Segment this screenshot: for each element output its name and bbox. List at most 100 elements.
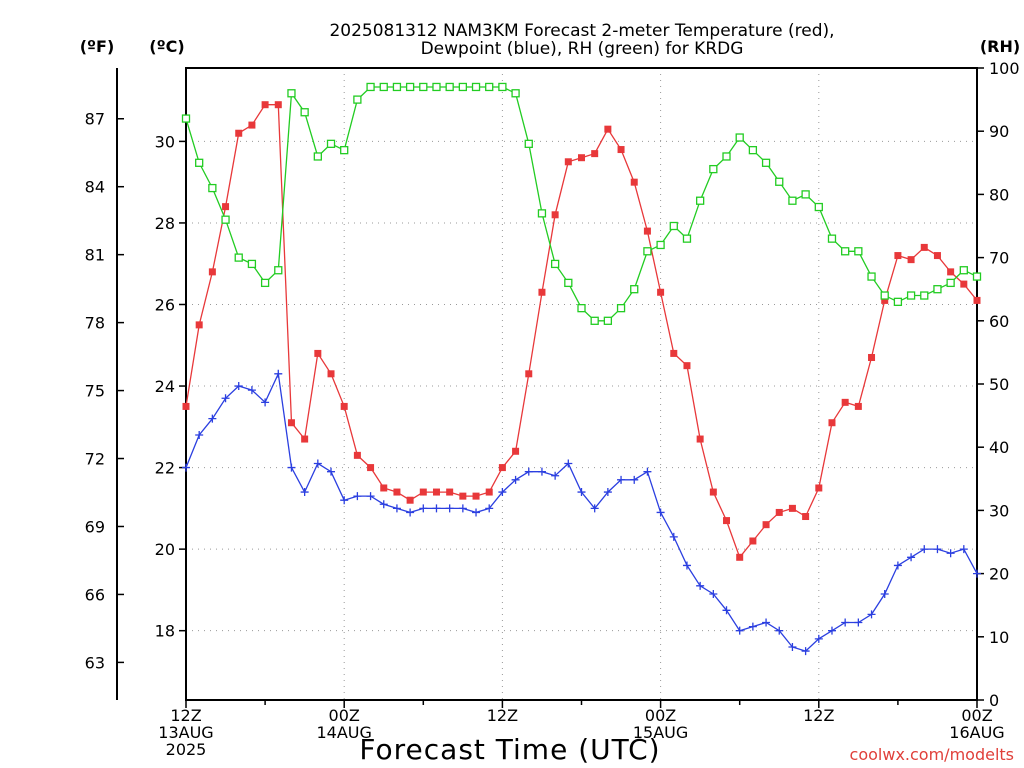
rh-point [722,152,731,161]
rh-tick-label: 20 [989,565,1009,584]
rh-point [761,158,771,167]
dewpoint-point [893,561,902,570]
rh-tick-label: 70 [989,249,1009,268]
x-tick-label: 12Z [170,706,201,725]
2-meter-temperature-point [881,296,889,304]
2-meter-temperature-point [512,447,520,455]
rh-point [906,291,916,300]
rh-point [735,133,744,142]
dewpoint-point [432,504,441,513]
2-meter-temperature-point [419,488,427,496]
rh-series [181,82,982,325]
rh-tick-label: 90 [989,122,1009,141]
rh-point [630,285,639,294]
2-meter-temperature-point [274,101,282,109]
dewpoint-point [854,618,863,627]
2-meter-temperature-point [723,517,731,525]
2-meter-temperature-point [709,488,717,496]
dewpoint-point [537,467,546,476]
2-meter-temperature-point [261,101,269,109]
rh-point [590,316,599,325]
celsius-tick-label: 28 [155,214,175,233]
rh-point [946,278,955,288]
dewpoint-point [366,492,375,501]
x-tick-label: 13AUG [158,723,213,742]
dewpoint-point [788,642,797,651]
2-meter-temperature-point [235,129,243,137]
rh-tick-label: 40 [989,438,1009,457]
rh-point [326,139,336,148]
x-tick-label: 12Z [487,706,518,725]
2-meter-temperature-point [406,496,414,504]
dewpoint-point [327,467,336,476]
dewpoint-point [300,488,309,497]
dewpoint-point [748,622,757,631]
credit-text: coolwx.com/modelts [850,745,1014,764]
rh-point [221,215,230,224]
dewpoint-point [564,459,573,468]
2-meter-temperature-point [802,513,810,521]
rh-point [775,177,784,186]
2-meter-temperature-point [907,256,915,264]
2-meter-temperature-point [657,288,665,296]
dewpoint-point [353,492,362,501]
2-meter-temperature-point [446,488,454,496]
rh-point [643,247,652,256]
dewpoint-point [735,626,744,635]
celsius-tick-label: 24 [155,377,175,396]
rh-point [788,196,797,205]
fahrenheit-tick-label: 84 [85,178,105,197]
dewpoint-point [524,467,533,476]
series [181,82,982,656]
dewpoint-point [274,369,283,378]
2-meter-temperature-point [301,435,309,443]
2-meter-temperature-point [643,227,651,235]
rh-point [696,196,705,205]
rh-point [498,82,507,92]
dewpoint-point [933,545,942,554]
plot-frame [116,67,978,701]
rh-point [972,272,982,281]
dewpoint-point [287,463,296,472]
2-meter-temperature-point [472,492,480,500]
dewpoint-point [195,430,204,439]
2-meter-temperature-point [828,419,836,427]
x-tick-label: 16AUG [949,723,1004,742]
rh-point [867,272,876,281]
rh-point [208,183,217,193]
2-meter-temperature-point [287,419,295,427]
2-meter-temperature-point [578,154,585,162]
2-meter-temperature-point [393,488,401,496]
dewpoint-point [551,471,560,480]
2-meter-temperature-point [485,488,493,496]
rh-point [260,278,270,288]
x-tick-label: 00Z [961,706,992,725]
2-meter-temperature-point [841,398,849,406]
dewpoint-point [392,504,401,513]
dewpoint-point [643,467,652,476]
dewpoint-point [511,475,520,484]
2-meter-temperature-point [617,146,625,154]
2-meter-temperature-point [670,349,678,357]
rh-point [616,304,626,313]
rh-tick-label: 80 [989,185,1009,204]
rh-point [471,82,481,92]
2-meter-temperature-point [498,464,506,472]
2-meter-temperature-point [894,252,902,260]
dewpoint-point [801,647,810,656]
rh-point [682,234,692,243]
x-axis-title: Forecast Time (UTC) [359,733,660,766]
2-meter-temperature-point [248,121,256,129]
rh-point [841,247,850,256]
plot-border [185,67,978,701]
dewpoint-point [247,386,256,395]
2-meter-temperature-point [564,158,572,166]
rh-point [920,291,929,300]
dewpoint-point [656,508,665,517]
x-tick-label: 12Z [803,706,834,725]
2-meter-temperature-point [459,492,467,500]
gridlines [186,68,977,700]
dewpoint-point [313,459,322,468]
